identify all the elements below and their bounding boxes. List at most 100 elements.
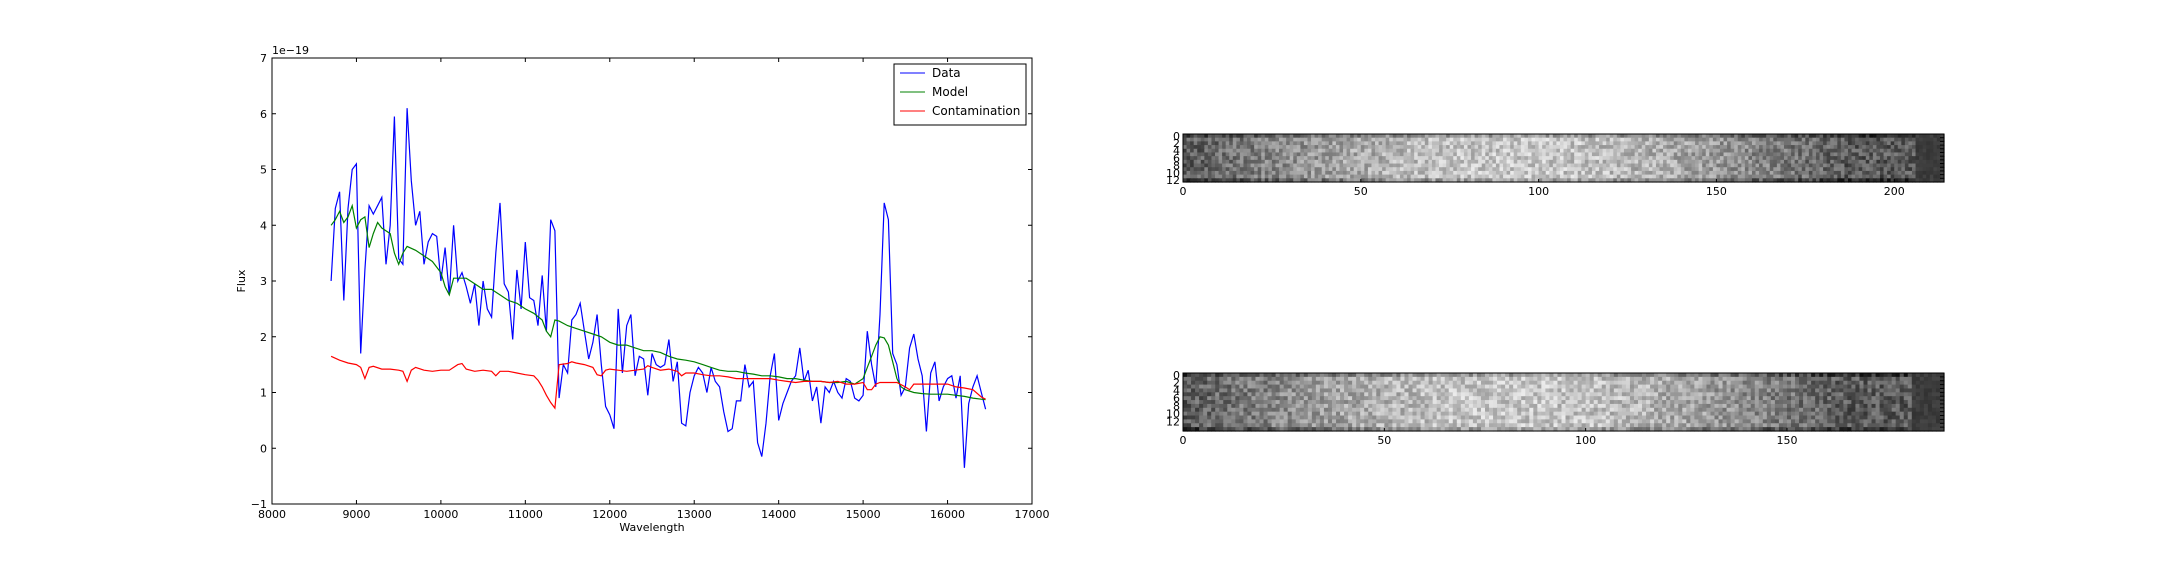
image-pixel [1449, 156, 1454, 161]
image-pixel [1403, 167, 1408, 172]
image-pixel [1876, 148, 1881, 154]
image-pixel [1742, 407, 1748, 413]
image-pixel [1609, 159, 1614, 165]
image-pixel [1826, 141, 1831, 146]
image-pixel [1863, 396, 1869, 401]
image-pixel [1710, 396, 1716, 401]
image-pixel [1577, 152, 1582, 157]
image-pixel [1474, 167, 1479, 172]
image-pixel [1570, 152, 1575, 157]
image-pixel [1385, 134, 1390, 139]
image-pixel [1478, 163, 1483, 168]
image-pixel [1356, 384, 1361, 390]
image-pixel [1691, 152, 1696, 157]
image-pixel [1552, 159, 1557, 165]
image-pixel [1332, 163, 1337, 168]
image-pixel [1537, 380, 1542, 386]
image-pixel [1798, 159, 1803, 165]
image-pixel [1879, 134, 1885, 139]
image-pixel [1382, 167, 1387, 172]
image-pixel [1239, 392, 1244, 397]
image-pixel [1727, 148, 1732, 154]
image-pixel [1193, 167, 1198, 172]
image-pixel [1922, 148, 1927, 154]
image-pixel [1876, 178, 1881, 183]
image-pixel [1584, 159, 1589, 165]
image-pixel [1758, 376, 1764, 382]
image-pixel [1314, 170, 1319, 176]
image-pixel [1243, 400, 1249, 405]
image-pixel [1191, 380, 1196, 386]
image-pixel [1799, 403, 1804, 409]
image-pixel [1520, 163, 1525, 168]
image-pixel [1219, 373, 1224, 378]
image-pixel [1271, 148, 1277, 154]
image-pixel [1744, 141, 1750, 146]
image-pixel [1286, 159, 1291, 165]
image-pixel [1439, 159, 1444, 165]
image-pixel [1412, 392, 1418, 397]
image-pixel [1259, 411, 1265, 417]
image-pixel [1407, 137, 1412, 142]
image-pixel [1919, 388, 1925, 393]
image-pixel [1392, 156, 1397, 161]
image-pixel [1759, 148, 1764, 154]
image-pixel [1705, 159, 1710, 165]
image-pixel [1762, 376, 1768, 382]
image-pixel [1706, 380, 1712, 386]
image-pixel [1648, 141, 1654, 146]
image-pixel [1589, 407, 1595, 413]
image-pixel [1336, 407, 1341, 413]
image-pixel [1291, 376, 1297, 382]
image-pixel [1746, 373, 1752, 378]
image-pixel [1755, 159, 1760, 165]
image-pixel [1371, 152, 1376, 157]
image-pixel [1634, 163, 1639, 168]
image-pixel [1239, 141, 1245, 146]
image-pixel [1444, 396, 1450, 401]
image-pixel [1476, 384, 1482, 390]
image-pixel [1456, 159, 1461, 165]
image-pixel [1331, 384, 1337, 390]
image-pixel [1691, 134, 1696, 139]
image-pixel [1837, 134, 1842, 139]
image-pixel [1218, 163, 1223, 168]
image-pixel [1915, 380, 1921, 386]
image-pixel [1584, 134, 1589, 139]
image-pixel [1527, 170, 1533, 176]
image-pixel [1251, 376, 1257, 382]
image-pixel [1493, 388, 1498, 393]
image-pixel [1492, 167, 1497, 172]
image-pixel [1691, 174, 1696, 179]
image-pixel [1794, 174, 1799, 179]
image-pixel [1563, 152, 1568, 157]
image-pixel [1710, 407, 1716, 413]
image-pixel [1680, 167, 1686, 172]
image-pixel [1883, 384, 1889, 390]
image-pixel [1687, 174, 1693, 179]
image-pixel [1844, 170, 1849, 176]
image-pixel [1545, 145, 1550, 150]
image-pixel [1588, 156, 1593, 161]
image-pixel [1535, 148, 1540, 154]
image-pixel [1766, 400, 1772, 405]
image-pixel [1890, 141, 1895, 146]
image-pixel [1183, 178, 1188, 183]
image-pixel [1815, 376, 1820, 382]
image-pixel [1719, 159, 1725, 165]
image-pixel [1666, 376, 1671, 382]
image-pixel [1835, 384, 1840, 390]
image-pixel [1709, 148, 1714, 154]
image-pixel [1521, 384, 1526, 390]
image-pixel [1533, 400, 1538, 405]
image-pixel [1328, 148, 1333, 154]
image-pixel [1271, 163, 1277, 168]
image-pixel [1827, 396, 1832, 401]
image-pixel [1376, 411, 1381, 417]
image-pixel [1897, 170, 1902, 176]
image-pixel [1645, 145, 1650, 150]
image-pixel [1927, 407, 1933, 413]
image-pixel [1542, 152, 1547, 157]
image-pixel [1424, 141, 1429, 146]
image-pixel [1449, 178, 1454, 183]
